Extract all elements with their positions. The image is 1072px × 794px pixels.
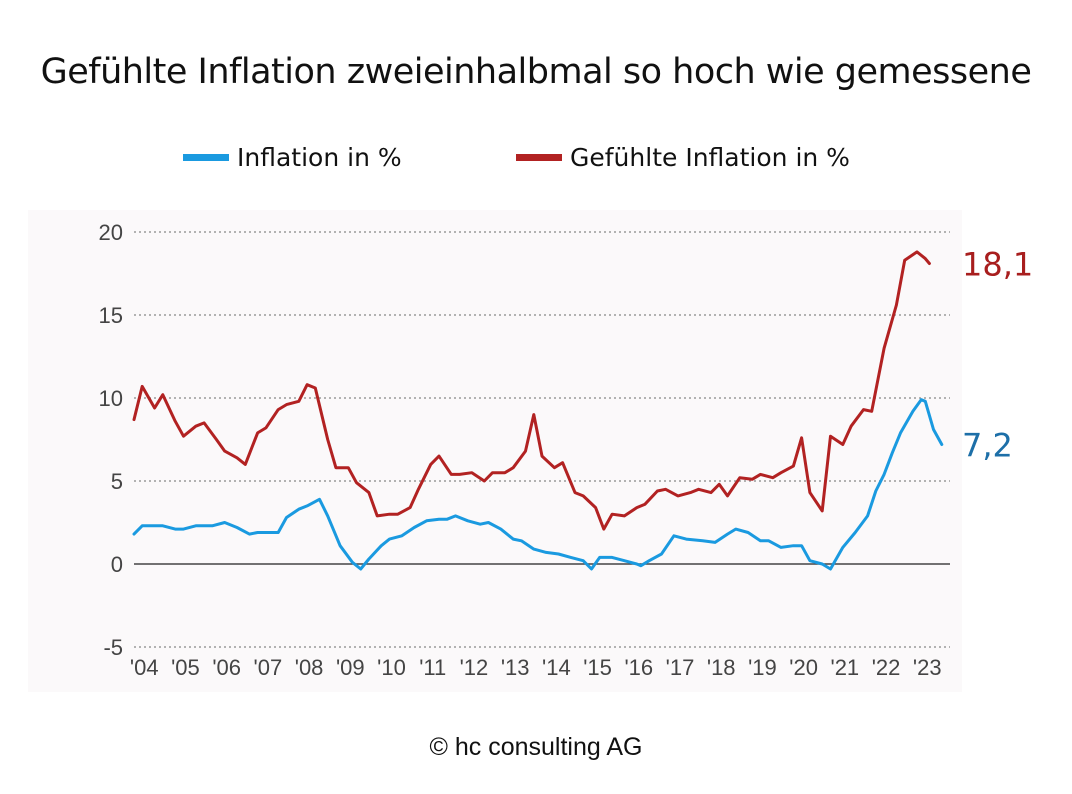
plot-background: [28, 210, 962, 692]
y-tick-label: 5: [111, 469, 123, 494]
y-tick-label: 10: [99, 386, 123, 411]
x-tick-label: '05: [171, 655, 200, 680]
x-tick-label: '04: [130, 655, 159, 680]
x-tick-label: '11: [419, 655, 446, 680]
x-tick-label: '19: [748, 655, 777, 680]
legend-item-gefuehlte-inflation: Gefühlte Inflation in %: [516, 143, 850, 172]
x-tick-label: '06: [212, 655, 241, 680]
end-label-inflation: 7,2: [962, 426, 1013, 464]
x-tick-label: '12: [460, 655, 489, 680]
x-tick-label: '21: [831, 655, 860, 680]
x-tick-label: '22: [872, 655, 901, 680]
x-tick-label: '17: [666, 655, 695, 680]
legend-label-inflation: Inflation in %: [237, 143, 402, 172]
y-tick-label: 20: [99, 220, 123, 245]
x-tick-label: '15: [583, 655, 612, 680]
x-tick-label: '16: [624, 655, 653, 680]
legend-swatch-gefuehlte-inflation: [516, 154, 562, 161]
x-tick-label: '18: [707, 655, 736, 680]
end-label-gefuehlte-inflation: 18,1: [962, 246, 1033, 284]
legend-item-inflation: Inflation in %: [183, 143, 402, 172]
y-tick-label: -5: [103, 635, 123, 660]
x-tick-label: '07: [254, 655, 283, 680]
x-tick-label: '14: [542, 655, 571, 680]
x-tick-label: '23: [913, 655, 942, 680]
copyright-notice: © hc consulting AG: [429, 733, 643, 761]
x-tick-label: '10: [377, 655, 406, 680]
series-line-inflation: [132, 398, 944, 571]
x-tick-label: '08: [295, 655, 324, 680]
series-line-gefuehlte-inflation: [132, 250, 931, 531]
x-tick-label: '09: [336, 655, 365, 680]
legend-label-gefuehlte-inflation: Gefühlte Inflation in %: [570, 143, 850, 172]
x-tick-label: '20: [789, 655, 818, 680]
y-tick-label: 0: [111, 552, 123, 577]
y-tick-label: 15: [99, 303, 123, 328]
legend-swatch-inflation: [183, 154, 229, 161]
x-tick-label: '13: [501, 655, 530, 680]
chart-title: Gefühlte Inflation zweieinhalbmal so hoc…: [40, 52, 1032, 92]
